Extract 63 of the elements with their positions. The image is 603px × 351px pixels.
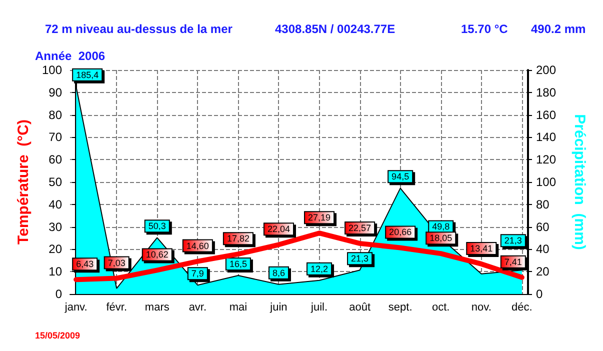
y2-tick-label: 140 bbox=[536, 130, 556, 144]
data-label: 49,8 bbox=[432, 222, 450, 232]
y2-tick-label: 100 bbox=[536, 175, 556, 189]
y2-tick-label: 80 bbox=[536, 197, 550, 212]
chart-title: 72 m niveau au-dessus de la mer bbox=[45, 22, 233, 36]
data-label: 6,43 bbox=[76, 259, 94, 270]
data-label: 7,03 bbox=[108, 258, 126, 268]
data-label: 12,2 bbox=[310, 264, 328, 274]
data-label: 20,66 bbox=[389, 227, 412, 238]
y2-tick-label: 200 bbox=[536, 63, 556, 77]
data-label: 10,62 bbox=[146, 250, 168, 260]
data-label: 27,19 bbox=[308, 212, 331, 223]
chart-subtitle: Année 2006 bbox=[35, 49, 106, 63]
data-label: 13,41 bbox=[470, 243, 493, 254]
y2-tick-label: 60 bbox=[536, 220, 550, 234]
data-label: 50,3 bbox=[148, 221, 166, 232]
data-label: 94,5 bbox=[392, 172, 410, 182]
x-tick-label: févr. bbox=[106, 302, 128, 314]
x-tick-label: mai bbox=[229, 302, 248, 314]
y-tick-label: 30 bbox=[48, 220, 62, 234]
data-label: 21,3 bbox=[504, 236, 522, 246]
data-label: 185,4 bbox=[76, 70, 99, 80]
x-tick-label: déc. bbox=[512, 302, 532, 314]
y2-tick-label: 180 bbox=[536, 85, 556, 100]
y-axis-title: Température (°C) bbox=[15, 120, 32, 244]
x-tick-label: janv. bbox=[64, 302, 88, 314]
x-tick-label: avr. bbox=[188, 302, 207, 314]
data-label: 7,9 bbox=[191, 268, 204, 279]
y-tick-label: 60 bbox=[48, 152, 62, 167]
y2-tick-label: 40 bbox=[536, 242, 550, 256]
y-tick-label: 20 bbox=[48, 242, 62, 256]
text: 15.70 °C bbox=[461, 22, 508, 36]
data-label: 7,41 bbox=[504, 256, 522, 267]
y-tick-label: 50 bbox=[48, 175, 62, 189]
y-tick-label: 90 bbox=[48, 85, 62, 100]
y2-tick-label: 0 bbox=[536, 287, 543, 301]
data-label: 17,82 bbox=[226, 234, 250, 244]
data-label: 14,60 bbox=[186, 240, 209, 251]
x-tick-label: sept. bbox=[388, 302, 412, 314]
y2-tick-label: 120 bbox=[536, 152, 556, 167]
x-tick-label: juin bbox=[269, 302, 288, 314]
y-tick-label: 10 bbox=[48, 264, 62, 279]
data-label: 21,3 bbox=[351, 254, 369, 264]
y-tick-label: 100 bbox=[42, 63, 62, 77]
y-tick-label: 70 bbox=[48, 130, 62, 144]
y-tick-label: 0 bbox=[55, 287, 62, 301]
data-label: 22,57 bbox=[348, 222, 372, 233]
data-label: 8,6 bbox=[272, 268, 285, 278]
data-label: 22,04 bbox=[267, 224, 290, 234]
text: 4308.85N / 00243.77E bbox=[275, 22, 396, 36]
text: 15/05/2009 bbox=[35, 330, 80, 340]
y2-tick-label: 160 bbox=[536, 108, 556, 122]
x-tick-label: nov. bbox=[471, 302, 492, 314]
x-tick-label: oct. bbox=[432, 302, 450, 314]
text: 490.2 mm bbox=[531, 22, 586, 36]
x-tick-label: juil. bbox=[310, 302, 328, 314]
x-tick-label: mars bbox=[144, 302, 170, 314]
y-tick-label: 40 bbox=[48, 197, 62, 212]
data-label: 16,5 bbox=[229, 259, 247, 270]
y2-axis-title: Précipitation (mm) bbox=[571, 114, 588, 250]
x-tick-label: août bbox=[349, 302, 371, 314]
y2-tick-label: 20 bbox=[536, 264, 550, 279]
y-tick-label: 80 bbox=[48, 108, 62, 122]
